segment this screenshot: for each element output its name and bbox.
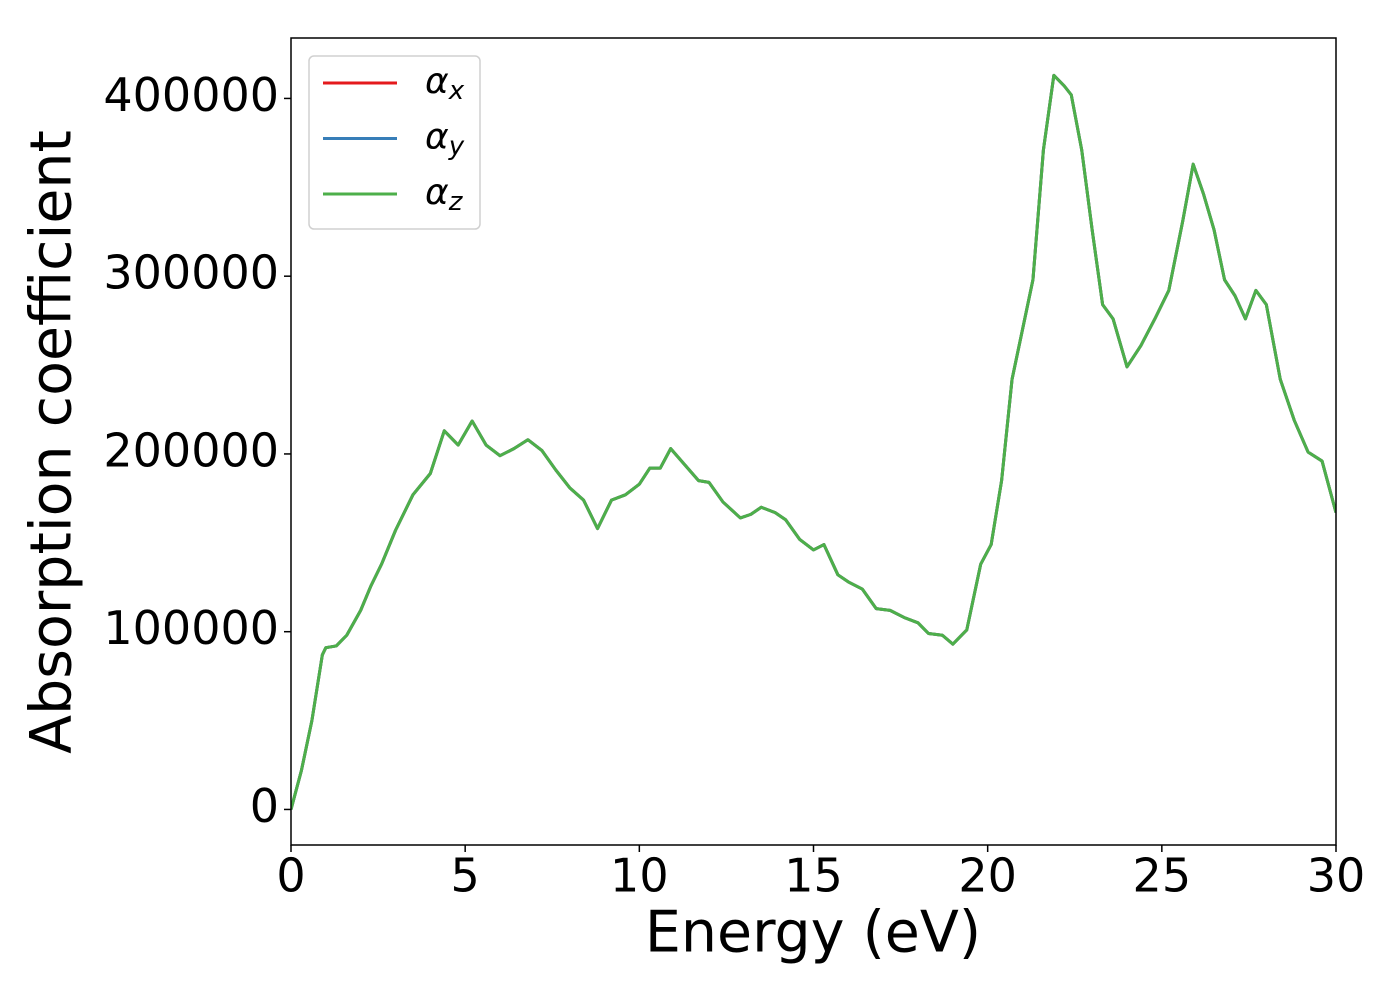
- y-tick-label: 0: [250, 779, 279, 833]
- y-axis-label: Absorption coefficient: [19, 130, 85, 754]
- legend-label: αy: [425, 117, 465, 162]
- x-tick-label: 5: [451, 849, 480, 903]
- y-tick-label: 100000: [103, 601, 279, 655]
- x-tick-label: 15: [784, 849, 843, 903]
- x-tick-label: 25: [1133, 849, 1192, 903]
- series-line: [291, 73, 1336, 810]
- y-tick-label: 400000: [103, 68, 279, 122]
- x-axis-label: Energy (eV): [645, 900, 981, 966]
- plot-frame: [290, 37, 1337, 846]
- x-tick-label: 30: [1307, 849, 1366, 903]
- legend-label: αx: [425, 61, 465, 106]
- y-tick-label: 200000: [103, 423, 279, 477]
- legend-label: αz: [425, 172, 464, 217]
- x-tick-label: 20: [958, 849, 1017, 903]
- x-tick-label: 0: [276, 849, 305, 903]
- y-tick-label: 300000: [103, 246, 279, 300]
- legend-box: [308, 55, 481, 230]
- x-tick-label: 10: [610, 849, 669, 903]
